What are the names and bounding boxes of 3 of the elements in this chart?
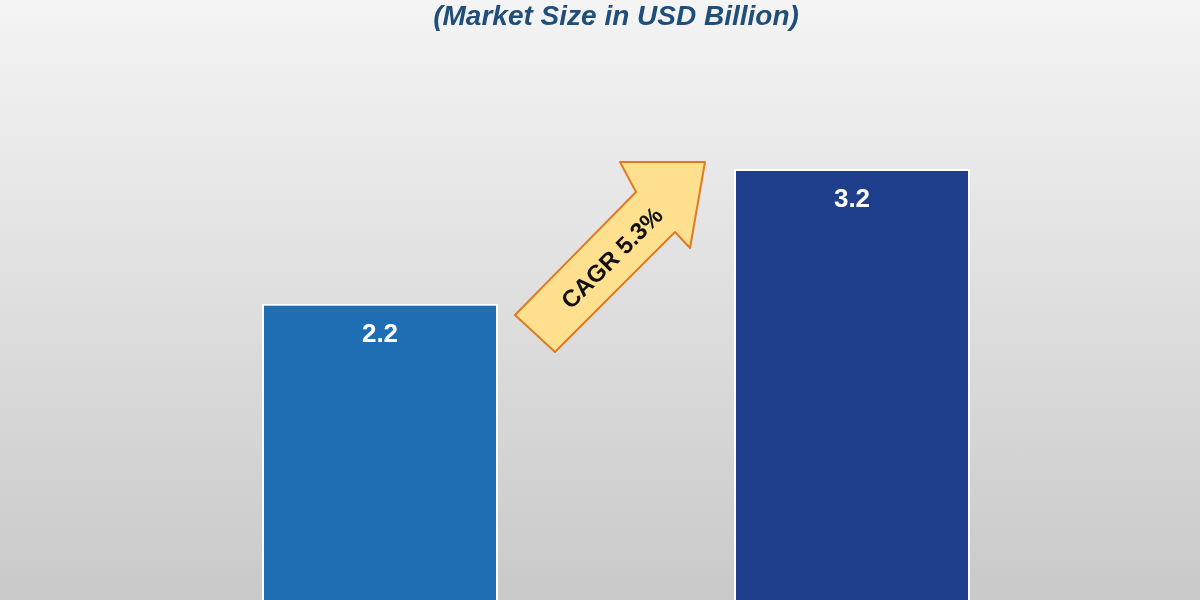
data-label: 3.2	[833, 183, 871, 214]
chart-title: (Market Size in USD Billion)	[433, 0, 799, 31]
data-label: 2.2	[361, 317, 399, 348]
